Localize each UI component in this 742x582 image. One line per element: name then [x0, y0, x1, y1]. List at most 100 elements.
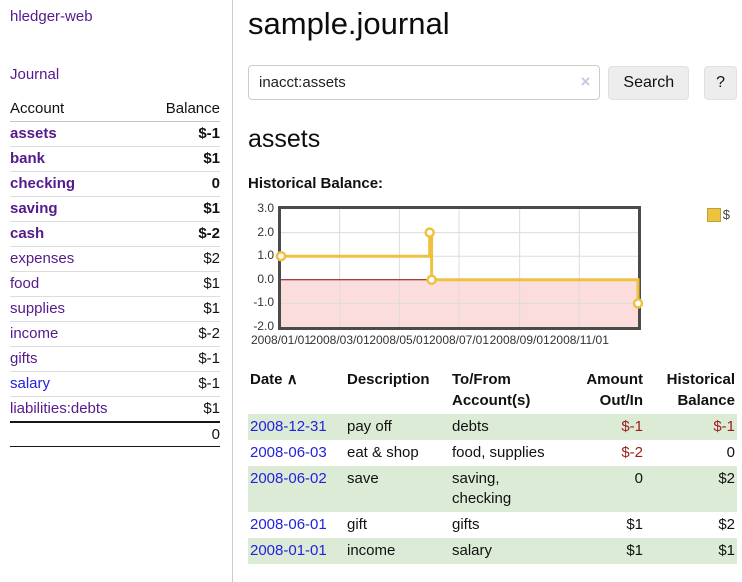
legend-swatch-icon [706, 207, 721, 222]
transaction-balance: $1 [718, 542, 735, 559]
chart-plot-area [275, 206, 644, 330]
transaction-date-link[interactable]: 2008-06-01 [250, 516, 327, 533]
transaction-date-link[interactable]: 2008-06-03 [250, 444, 327, 461]
transaction-description: save [347, 470, 379, 487]
transaction-accounts: gifts [452, 516, 480, 533]
transaction-accounts: food, supplies [452, 444, 545, 461]
account-row: income $-2 [10, 321, 220, 347]
account-link[interactable]: salary [10, 375, 51, 392]
account-row: bank $1 [10, 146, 220, 172]
sidebar-item-journal[interactable]: Journal [10, 66, 60, 83]
transaction-accounts: saving, checking [452, 470, 512, 507]
account-link[interactable]: expenses [10, 250, 75, 267]
transaction-description: pay off [347, 418, 392, 435]
transactions-table: Date ∧ Description To/From Account(s) Am… [248, 366, 737, 564]
account-row: cash $-2 [10, 221, 220, 247]
main-content: sample.journal × Search ? assets Histori… [248, 0, 737, 564]
transaction-amount: $1 [626, 542, 643, 559]
accounts-header-row: Account Balance [10, 98, 220, 122]
clear-search-icon[interactable]: × [580, 72, 591, 91]
accounts-header-account: Account [10, 98, 145, 122]
search-box: × [248, 65, 601, 100]
account-balance: $1 [144, 146, 220, 172]
account-row: expenses $2 [10, 246, 220, 272]
transaction-amount: $-1 [621, 418, 643, 435]
account-balance: $1 [144, 296, 220, 322]
transaction-accounts: debts [452, 418, 489, 435]
y-axis-tick-label: 2.0 [257, 224, 274, 239]
account-link[interactable]: food [10, 275, 40, 292]
account-link[interactable]: checking [10, 175, 76, 192]
accounts-total-row: 0 [10, 421, 220, 447]
x-axis-tick-label: 2008/09/01 [489, 333, 550, 347]
sort-ascending-icon: ∧ [286, 371, 298, 388]
y-axis-tick-label: -2.0 [253, 319, 274, 333]
transaction-amount: $1 [626, 516, 643, 533]
page-title: sample.journal [248, 6, 450, 41]
account-balance: $-1 [144, 121, 220, 147]
account-link[interactable]: liabilities:debts [10, 400, 108, 417]
account-balance: $-1 [144, 371, 220, 397]
account-balance: $2 [144, 246, 220, 272]
transactions-header-row: Date ∧ Description To/From Account(s) Am… [248, 366, 737, 414]
account-balance: $-2 [144, 321, 220, 347]
account-link[interactable]: income [10, 325, 59, 342]
search-row: × Search ? [248, 65, 737, 100]
search-input[interactable] [248, 65, 601, 100]
x-axis-tick-label: 2008/07/01 [428, 333, 490, 347]
y-axis-tick-label: 3.0 [257, 201, 274, 215]
account-row: saving $1 [10, 196, 220, 222]
x-axis-tick-label: 2008/05/01 [369, 333, 430, 347]
account-row: liabilities:debts $1 [10, 396, 220, 423]
transaction-row: 2008-06-01 gift gifts $1 $2 [248, 512, 737, 538]
header-date[interactable]: Date ∧ [250, 371, 298, 388]
account-balance: $1 [144, 196, 220, 222]
header-description: Description [347, 371, 430, 388]
account-balance: $-2 [144, 221, 220, 247]
accounts-total-balance: 0 [144, 421, 220, 447]
account-row: supplies $1 [10, 296, 220, 322]
legend-label: $ [722, 207, 730, 222]
transaction-row: 2008-06-03 eat & shop food, supplies $-2 0 [248, 440, 737, 466]
transaction-date-link[interactable]: 2008-01-01 [250, 542, 327, 559]
account-balance: 0 [144, 171, 220, 197]
account-row: salary $-1 [10, 371, 220, 397]
account-link[interactable]: gifts [10, 350, 38, 367]
x-axis-tick-label: 2008/01/01 [250, 333, 312, 347]
account-row: gifts $-1 [10, 346, 220, 372]
y-axis-tick-label: -1.0 [253, 295, 274, 310]
search-button[interactable]: Search [608, 65, 690, 100]
transaction-balance: $2 [718, 470, 735, 487]
accounts-table: Account Balance assets $-1 bank $1 checking 0… [10, 98, 220, 447]
account-link[interactable]: supplies [10, 300, 66, 317]
account-link[interactable]: saving [10, 200, 58, 217]
account-heading: assets [248, 125, 321, 153]
transaction-balance: $2 [718, 516, 735, 533]
account-row: food $1 [10, 271, 220, 297]
x-axis-tick-label: 2008/03/01 [309, 333, 370, 347]
transaction-date-link[interactable]: 2008-12-31 [250, 418, 327, 435]
transaction-balance: $-1 [713, 418, 735, 435]
transaction-date-link[interactable]: 2008-06-02 [250, 470, 327, 487]
help-button[interactable]: ? [704, 65, 737, 100]
transaction-description: gift [347, 516, 368, 533]
transaction-row: 2008-12-31 pay off debts $-1 $-1 [248, 414, 737, 440]
header-balance: Historical Balance [666, 371, 735, 409]
transaction-balance: 0 [726, 444, 735, 461]
account-balance: $1 [144, 396, 220, 423]
app-title-link[interactable]: hledger-web [10, 8, 93, 25]
accounts-header-balance: Balance [144, 98, 220, 122]
transaction-description: income [347, 542, 396, 559]
account-link[interactable]: bank [10, 150, 46, 167]
chart-legend: $ [706, 207, 730, 222]
account-link[interactable]: assets [10, 125, 57, 142]
y-axis-tick-label: 0.0 [257, 271, 274, 286]
historical-balance-chart: $ 3.0 2.0 1.0 0.0 -1.0 -2.0 2008/01/01 2008/03/… [248, 201, 737, 352]
transaction-description: eat & shop [347, 444, 419, 461]
account-link[interactable]: cash [10, 225, 45, 242]
transaction-row: 2008-06-02 save saving, checking 0 $2 [248, 466, 737, 512]
header-amount: Amount Out/In [586, 371, 643, 409]
x-axis-tick-label: 2008/11/01 [549, 333, 609, 347]
transaction-row: 2008-01-01 income salary $1 $1 [248, 538, 737, 564]
transaction-accounts: salary [452, 542, 493, 559]
